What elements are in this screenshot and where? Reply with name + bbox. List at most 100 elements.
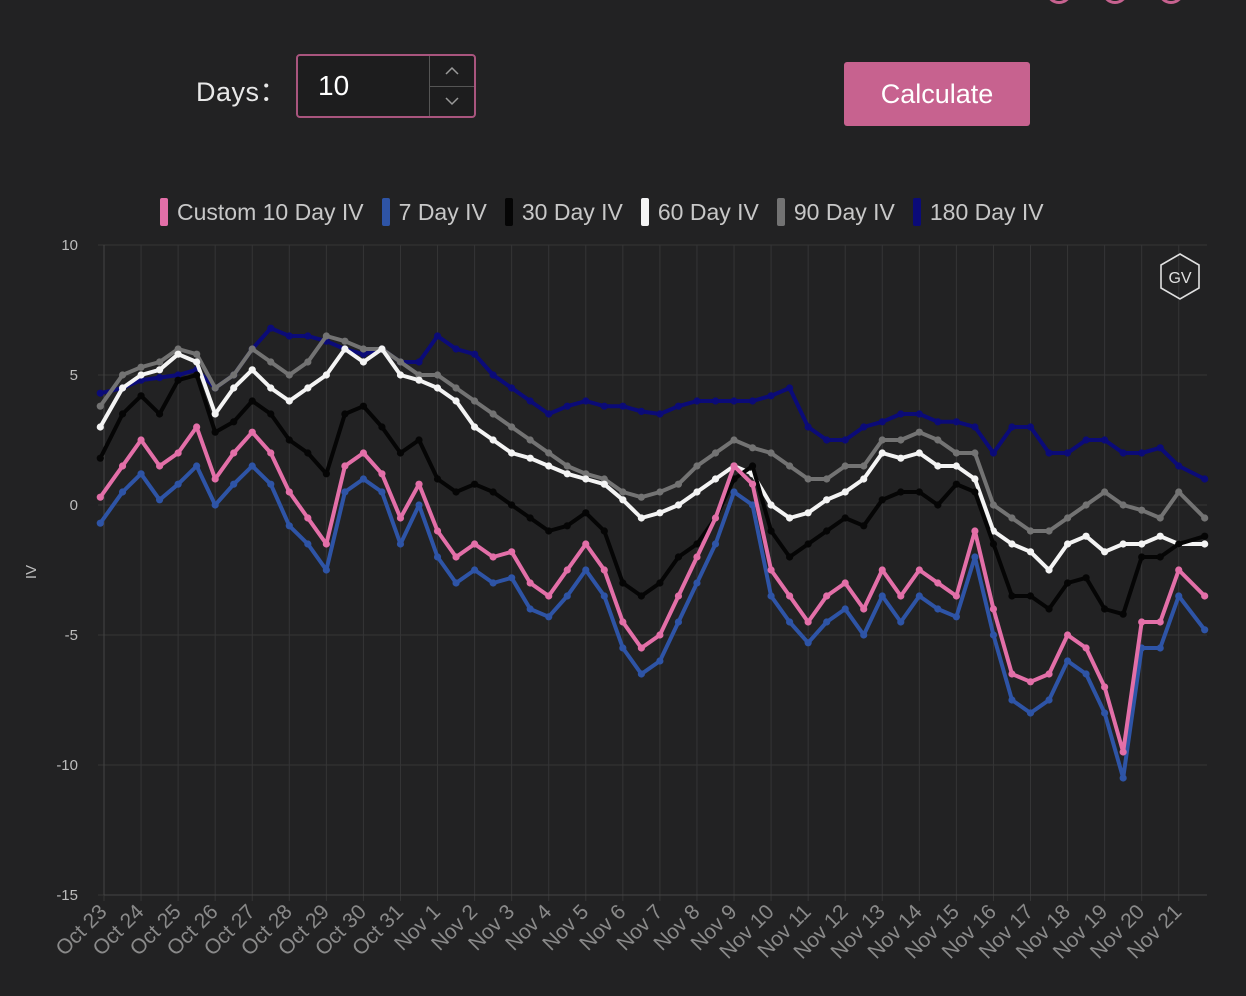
series-point xyxy=(693,553,701,561)
series-point xyxy=(415,436,423,444)
series-point xyxy=(748,397,757,405)
series-point xyxy=(452,488,460,496)
calculate-button[interactable]: Calculate xyxy=(844,62,1030,126)
legend-swatch xyxy=(776,198,785,226)
series-point xyxy=(952,449,960,457)
series-point xyxy=(96,493,104,501)
series-point xyxy=(285,332,293,340)
series-point xyxy=(118,384,127,392)
series-point xyxy=(582,397,590,405)
series-point xyxy=(563,470,571,478)
series-point xyxy=(1008,423,1016,431)
series-point xyxy=(804,509,812,517)
series-point xyxy=(304,332,312,340)
series-point xyxy=(1119,449,1127,457)
series-point xyxy=(841,514,849,522)
series-point xyxy=(155,410,164,418)
series-point xyxy=(285,522,293,530)
series-point xyxy=(582,540,590,548)
series-point xyxy=(341,337,349,345)
series-point xyxy=(174,449,182,457)
series-point xyxy=(1101,709,1109,717)
series-point xyxy=(322,371,330,379)
series-point xyxy=(1063,657,1072,665)
series-point xyxy=(1045,670,1053,678)
series-point xyxy=(1201,540,1209,548)
legend-item[interactable]: 30 Day IV xyxy=(504,198,623,226)
series-point xyxy=(656,509,664,517)
series-point xyxy=(711,397,720,405)
stepper-up-button[interactable] xyxy=(430,56,474,86)
series-point xyxy=(600,402,608,410)
series-point xyxy=(786,462,794,470)
series-point xyxy=(322,540,330,548)
series-point xyxy=(637,644,645,652)
series-point xyxy=(600,480,608,488)
series-point xyxy=(526,436,534,444)
series-point xyxy=(582,509,590,517)
series-point xyxy=(1082,436,1090,444)
y-tick-label: 0 xyxy=(70,497,78,514)
series-point xyxy=(341,462,349,470)
series-point xyxy=(786,592,794,600)
series-point xyxy=(1156,444,1164,452)
series-point xyxy=(433,384,442,392)
legend-item[interactable]: 7 Day IV xyxy=(381,198,487,226)
series-point xyxy=(174,376,182,384)
series-point xyxy=(915,410,923,418)
series-point xyxy=(211,428,219,436)
series-point xyxy=(841,462,849,470)
series-point xyxy=(452,345,460,353)
series-point xyxy=(1063,514,1072,522)
series-point xyxy=(96,389,104,397)
series-point xyxy=(1082,574,1090,582)
legend-item[interactable]: 60 Day IV xyxy=(640,198,759,226)
series-point xyxy=(452,579,460,587)
series-point xyxy=(804,540,812,548)
series-point xyxy=(674,592,683,600)
legend-swatch xyxy=(381,198,390,226)
series-point xyxy=(545,592,553,600)
y-tick-label: -5 xyxy=(65,627,78,644)
series-point xyxy=(767,449,775,457)
days-stepper[interactable] xyxy=(429,56,474,116)
series-point xyxy=(285,397,293,405)
series-point xyxy=(230,480,238,488)
series-point xyxy=(767,592,775,600)
series-point xyxy=(711,475,720,483)
series-point xyxy=(118,371,127,379)
series-point xyxy=(656,579,664,587)
series-point xyxy=(341,345,349,353)
series-point xyxy=(1138,449,1146,457)
series-7-day-iv xyxy=(96,462,1209,782)
series-point xyxy=(897,454,905,462)
series-point xyxy=(952,462,960,470)
series-point xyxy=(359,350,368,358)
series-point xyxy=(1119,610,1127,618)
series-point xyxy=(471,566,479,574)
legend-item[interactable]: 180 Day IV xyxy=(912,198,1044,226)
legend-item[interactable]: Custom 10 Day IV xyxy=(160,198,364,226)
series-point xyxy=(304,384,312,392)
series-point xyxy=(989,540,998,548)
series-point xyxy=(582,475,590,483)
series-point xyxy=(786,384,794,392)
series-point xyxy=(878,449,886,457)
series-point xyxy=(489,488,497,496)
series-point xyxy=(396,449,405,457)
series-point xyxy=(1175,540,1183,548)
series-line xyxy=(98,334,1207,533)
days-input[interactable] xyxy=(298,56,430,116)
legend-label: 60 Day IV xyxy=(657,198,759,225)
series-point xyxy=(359,402,368,410)
series-point xyxy=(1138,618,1146,626)
stepper-down-button[interactable] xyxy=(430,85,474,117)
days-field[interactable] xyxy=(296,54,476,118)
series-point xyxy=(693,579,701,587)
series-point xyxy=(915,566,923,574)
series-point xyxy=(433,332,442,340)
series-point xyxy=(786,553,794,561)
legend-item[interactable]: 90 Day IV xyxy=(776,198,895,226)
series-point xyxy=(823,592,831,600)
days-label: Days： xyxy=(196,77,288,107)
